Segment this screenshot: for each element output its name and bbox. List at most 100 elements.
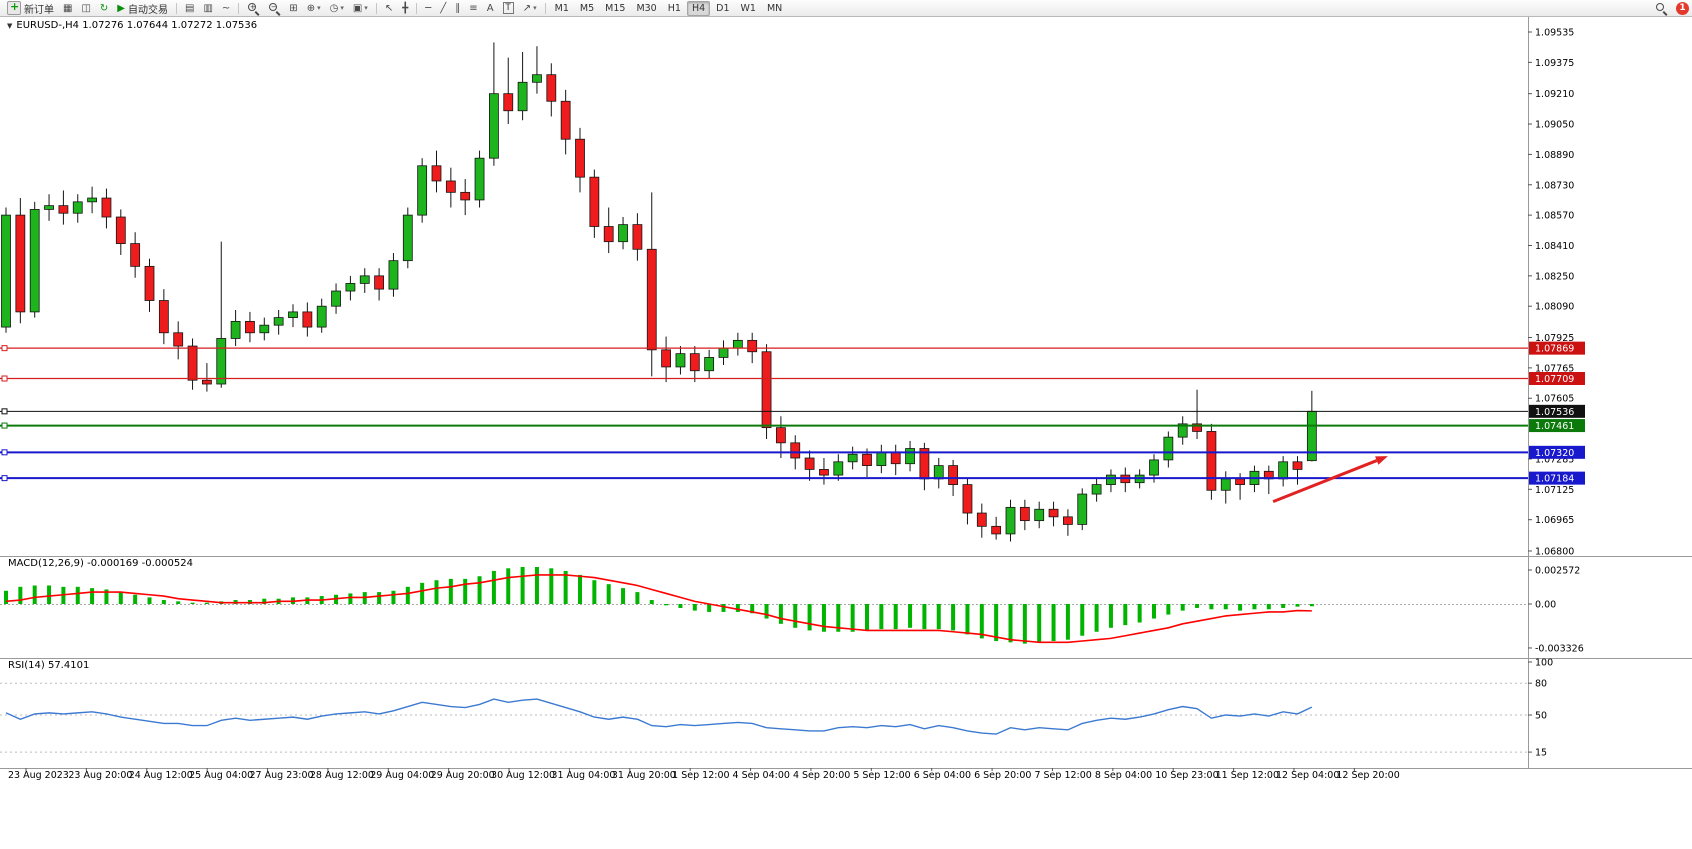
time-axis-label[interactable]: 24 Aug 12:00 bbox=[128, 770, 193, 781]
chevron-down-icon: ▾ bbox=[533, 3, 537, 12]
toolbar-separator bbox=[176, 2, 177, 14]
toolbar: + 新订单 ▦ ◫ ↻ ▶ 自动交易 ▤ ▥ ~ + − ⊞ ⊕ ▾ ◷ ▾ ▣ ▾ … bbox=[0, 0, 1692, 17]
time-axis-label[interactable]: 23 Aug 20:00 bbox=[68, 770, 133, 781]
cursor-button[interactable]: ↖ bbox=[381, 0, 397, 16]
market-watch-button[interactable]: ▦ bbox=[59, 0, 76, 16]
rsi-indicator-label: RSI(14) 57.4101 bbox=[8, 660, 90, 671]
time-axis-label[interactable]: 12 Sep 20:00 bbox=[1336, 770, 1400, 781]
time-axis-label[interactable]: 11 Sep 12:00 bbox=[1215, 770, 1280, 781]
chart-area[interactable] bbox=[0, 17, 1528, 768]
time-axis-label[interactable]: 30 Aug 12:00 bbox=[491, 770, 556, 781]
time-axis-label[interactable]: 12 Sep 04:00 bbox=[1275, 770, 1340, 781]
time-axis-label[interactable]: 25 Aug 04:00 bbox=[189, 770, 254, 781]
time-axis-label[interactable]: 29 Aug 04:00 bbox=[370, 770, 435, 781]
arrows-tool-button[interactable]: ↗ ▾ bbox=[519, 0, 541, 16]
autotrade-play-icon: ▶ bbox=[117, 2, 125, 14]
refresh-button[interactable]: ↻ bbox=[96, 0, 112, 16]
time-axis-label[interactable]: 29 Aug 20:00 bbox=[430, 770, 495, 781]
label-tool-button[interactable]: T bbox=[499, 0, 518, 16]
price-axis[interactable] bbox=[1528, 17, 1692, 768]
timeframe-d1-button[interactable]: D1 bbox=[716, 2, 730, 14]
templates-icon: ▣ bbox=[352, 2, 363, 14]
tile-windows-icon: ⊞ bbox=[289, 2, 298, 14]
toolbar-separator bbox=[238, 2, 240, 14]
zoom-in-icon: + bbox=[247, 2, 259, 14]
timeframe-m30-button[interactable]: M30 bbox=[636, 2, 657, 14]
text-tool-icon: A bbox=[486, 2, 494, 14]
fibonacci-icon: ≡ bbox=[469, 2, 478, 14]
indicators-button[interactable]: ⊕ ▾ bbox=[303, 0, 325, 16]
new-order-label: 新订单 bbox=[24, 4, 54, 16]
candlestick-chart-icon: ▥ bbox=[203, 2, 213, 14]
new-order-button[interactable]: + 新订单 bbox=[3, 0, 58, 16]
channel-icon: ∥ bbox=[455, 2, 461, 14]
chevron-down-icon: ▾ bbox=[340, 3, 344, 12]
time-axis-label[interactable]: 1 Sep 12:00 bbox=[672, 770, 730, 781]
data-window-button[interactable]: ◫ bbox=[77, 0, 94, 16]
timeframe-m15-button[interactable]: M15 bbox=[605, 2, 626, 14]
text-tool-button[interactable]: A bbox=[483, 0, 498, 16]
zoom-out-icon: − bbox=[268, 2, 280, 14]
clock-icon: ◷ bbox=[329, 2, 339, 14]
toolbar-separator bbox=[416, 2, 418, 14]
crosshair-icon: ╋ bbox=[402, 2, 409, 14]
autotrade-label: 自动交易 bbox=[128, 4, 168, 16]
search-icon bbox=[1655, 2, 1667, 14]
indicators-icon: ⊕ bbox=[306, 2, 316, 14]
new-order-icon: + bbox=[7, 0, 21, 15]
arrow-tool-icon: ↗ bbox=[522, 2, 532, 14]
time-axis-label[interactable]: 28 Aug 12:00 bbox=[309, 770, 374, 781]
templates-button[interactable]: ▣ ▾ bbox=[349, 0, 372, 16]
crosshair-button[interactable]: ╋ bbox=[398, 0, 412, 16]
line-chart-button[interactable]: ~ bbox=[218, 0, 234, 16]
market-watch-icon: ▦ bbox=[63, 2, 73, 14]
autotrade-button[interactable]: ▶ 自动交易 bbox=[113, 0, 172, 16]
bar-chart-button[interactable]: ▤ bbox=[181, 0, 198, 16]
time-axis-label[interactable]: 31 Aug 20:00 bbox=[611, 770, 676, 781]
timeframe-m1-button[interactable]: M1 bbox=[554, 2, 569, 14]
timeframe-h1-button[interactable]: H1 bbox=[667, 2, 681, 14]
zoom-out-button[interactable]: − bbox=[264, 0, 284, 16]
time-axis-label[interactable]: 31 Aug 04:00 bbox=[551, 770, 616, 781]
symbol-marker-icon: ▼ bbox=[7, 21, 13, 30]
timeframe-mn-button[interactable]: MN bbox=[766, 2, 783, 14]
periods-button[interactable]: ◷ ▾ bbox=[326, 0, 348, 16]
time-axis-label[interactable]: 6 Sep 04:00 bbox=[913, 770, 972, 781]
fibonacci-button[interactable]: ≡ bbox=[465, 0, 481, 16]
time-axis-label[interactable]: 23 Aug 2023 bbox=[8, 770, 69, 781]
search-button[interactable] bbox=[1651, 0, 1671, 16]
time-axis-label[interactable]: 8 Sep 04:00 bbox=[1094, 770, 1153, 781]
timeframe-w1-button[interactable]: W1 bbox=[740, 2, 756, 14]
line-chart-icon: ~ bbox=[221, 2, 231, 14]
candlestick-chart-button[interactable]: ▥ bbox=[199, 0, 216, 16]
time-axis-label[interactable]: 10 Sep 23:00 bbox=[1155, 770, 1219, 781]
toolbar-separator bbox=[375, 2, 377, 14]
chevron-down-icon: ▾ bbox=[364, 3, 368, 12]
time-axis-label[interactable]: 5 Sep 12:00 bbox=[853, 770, 911, 781]
channel-button[interactable]: ∥ bbox=[451, 0, 464, 16]
refresh-icon: ↻ bbox=[99, 2, 109, 14]
time-axis-label[interactable]: 7 Sep 12:00 bbox=[1034, 770, 1092, 781]
chart-title-text: EURUSD-,H4 1.07276 1.07644 1.07272 1.075… bbox=[16, 20, 258, 31]
zoom-in-button[interactable]: + bbox=[243, 0, 263, 16]
horizontal-line-icon: ─ bbox=[425, 2, 432, 14]
horizontal-line-button[interactable]: ─ bbox=[421, 0, 435, 16]
trendline-button[interactable]: ╱ bbox=[436, 0, 450, 16]
timeframe-h4-button[interactable]: H4 bbox=[686, 0, 711, 16]
time-axis-label[interactable]: 6 Sep 20:00 bbox=[974, 770, 1032, 781]
trendline-icon: ╱ bbox=[440, 2, 447, 14]
tile-windows-button[interactable]: ⊞ bbox=[285, 0, 301, 16]
time-axis-label[interactable]: 4 Sep 04:00 bbox=[732, 770, 790, 781]
chevron-down-icon: ▾ bbox=[317, 3, 321, 12]
time-axis-label[interactable]: 27 Aug 23:00 bbox=[249, 770, 314, 781]
cursor-icon: ↖ bbox=[384, 2, 394, 14]
time-axis-label[interactable]: 4 Sep 20:00 bbox=[792, 770, 851, 781]
label-tool-icon: T bbox=[502, 2, 514, 14]
timeframe-m5-button[interactable]: M5 bbox=[579, 2, 595, 14]
chart-title-bar: ▼ EURUSD-,H4 1.07276 1.07644 1.07272 1.0… bbox=[7, 20, 257, 31]
macd-indicator-label: MACD(12,26,9) -0.000169 -0.000524 bbox=[8, 558, 193, 569]
toolbar-separator bbox=[544, 2, 546, 14]
notification-badge[interactable]: 1 bbox=[1676, 1, 1689, 15]
data-window-icon: ◫ bbox=[81, 2, 91, 14]
bar-chart-icon: ▤ bbox=[185, 2, 195, 14]
